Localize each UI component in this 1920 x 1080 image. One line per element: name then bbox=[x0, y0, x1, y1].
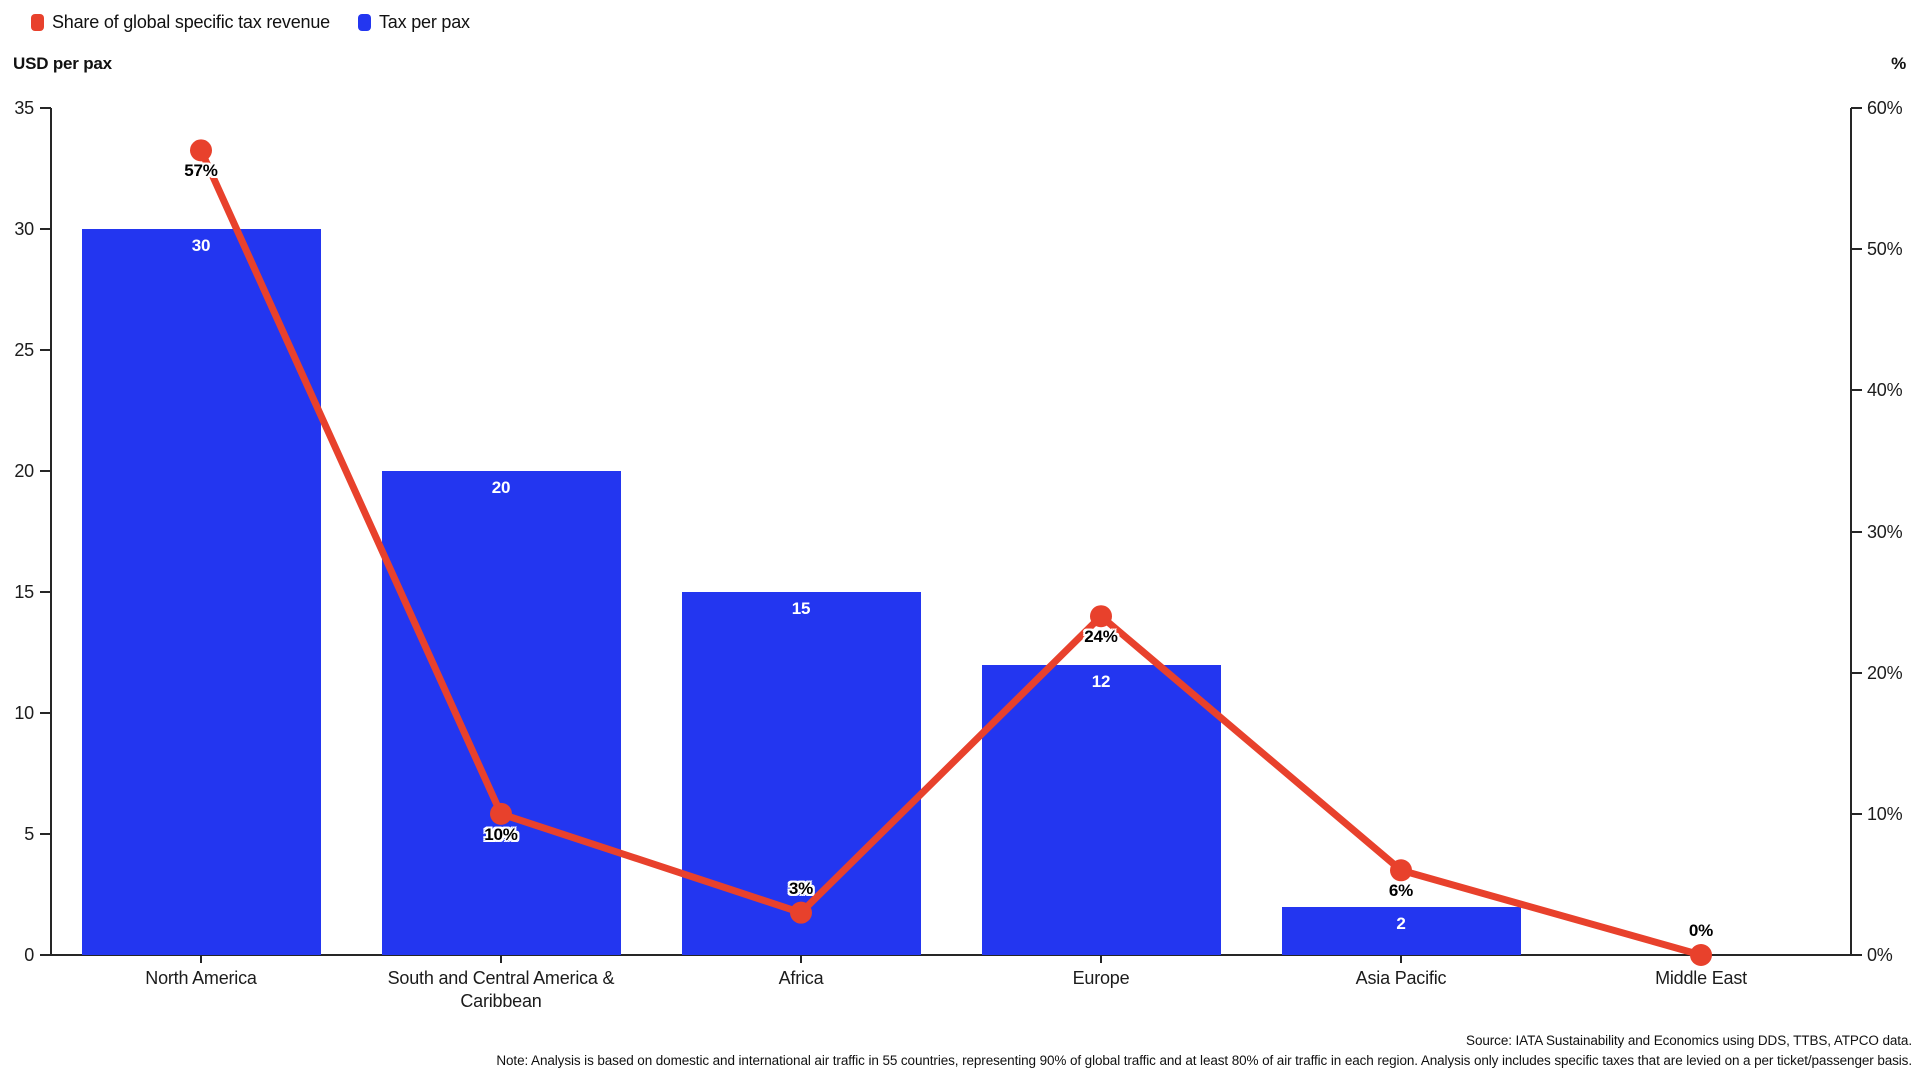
left-axis-tick-mark bbox=[40, 107, 51, 109]
category-label: Africa bbox=[778, 968, 824, 988]
line-value-label: 24% bbox=[1084, 627, 1118, 647]
right-axis-title: % bbox=[1891, 54, 1906, 73]
right-axis-tick-mark bbox=[1851, 812, 1862, 815]
line-data-point-marker bbox=[1390, 859, 1412, 882]
note-text: Note: Analysis is based on domestic and … bbox=[496, 1053, 1912, 1068]
bar-value-label: 30 bbox=[191, 236, 211, 255]
category-label: North America bbox=[145, 968, 257, 988]
x-axis-tick-mark bbox=[200, 955, 202, 963]
line-value-label: 10% bbox=[484, 824, 518, 844]
left-axis-tick-label: 0 bbox=[24, 945, 34, 965]
right-axis-tick-label: 10% bbox=[1867, 803, 1903, 824]
line-value-label: 0% bbox=[1688, 921, 1714, 940]
right-axis-tick-mark bbox=[1851, 389, 1862, 392]
x-axis-tick-mark bbox=[800, 955, 802, 963]
right-axis-tick-mark bbox=[1851, 107, 1862, 109]
left-axis-tick-mark bbox=[40, 954, 51, 956]
left-axis-tick-mark bbox=[40, 228, 51, 230]
line-series-path bbox=[197, 146, 1705, 959]
category-label: Middle East bbox=[1655, 968, 1747, 988]
left-axis-tick-label: 15 bbox=[14, 582, 34, 602]
line-value-label: 6% bbox=[1388, 881, 1414, 901]
line-data-point-marker bbox=[1090, 605, 1112, 628]
legend-item-label: Tax per pax bbox=[378, 12, 470, 32]
bar bbox=[981, 664, 1221, 955]
x-axis-tick-mark bbox=[500, 955, 502, 963]
chart-legend: Share of global specific tax revenue Tax … bbox=[31, 12, 470, 33]
bar-value-label: 20 bbox=[491, 478, 511, 497]
bar bbox=[81, 229, 321, 955]
left-axis-tick-label: 10 bbox=[14, 703, 34, 723]
left-axis-spine bbox=[50, 108, 52, 955]
bar bbox=[1281, 906, 1521, 955]
source-text: Source: IATA Sustainability and Economic… bbox=[1466, 1033, 1912, 1048]
left-axis-tick-label: 35 bbox=[14, 98, 34, 118]
line-data-point-marker bbox=[1690, 944, 1712, 966]
left-axis-tick-label: 30 bbox=[14, 219, 34, 239]
category-label: Asia Pacific bbox=[1355, 968, 1447, 988]
legend-swatch-icon bbox=[31, 14, 44, 31]
right-axis-tick-label: 40% bbox=[1867, 380, 1903, 401]
right-axis-tick-label: 20% bbox=[1867, 662, 1903, 683]
left-axis-tick-label: 5 bbox=[24, 824, 34, 844]
line-value-label: 57% bbox=[184, 161, 218, 181]
x-axis-tick-mark bbox=[1100, 955, 1102, 963]
line-data-point-marker bbox=[190, 139, 212, 162]
right-axis-tick-mark bbox=[1851, 671, 1862, 674]
line-data-point-marker bbox=[790, 901, 812, 924]
bar-value-label: 12 bbox=[1091, 671, 1111, 691]
left-axis-tick-mark bbox=[40, 833, 51, 835]
right-axis-tick-label: 50% bbox=[1867, 239, 1903, 260]
right-axis-tick-mark bbox=[1851, 530, 1862, 533]
right-axis-tick-mark bbox=[1851, 248, 1862, 251]
left-axis-tick-mark bbox=[40, 591, 51, 593]
right-axis-tick-mark bbox=[1851, 954, 1862, 956]
legend-item-share-of-global-specific-tax-revenue: Share of global specific tax revenue bbox=[31, 12, 330, 33]
right-axis-tick-label: 0% bbox=[1867, 945, 1893, 965]
left-axis-tick-mark bbox=[40, 349, 51, 351]
bar-value-label: 15 bbox=[791, 599, 811, 618]
category-label: South and Central America & Caribbean bbox=[387, 968, 615, 1011]
right-axis-tick-label: 30% bbox=[1867, 521, 1903, 542]
left-axis-tick-label: 25 bbox=[14, 340, 34, 360]
left-axis-tick-label: 20 bbox=[14, 461, 34, 481]
legend-item-label: Share of global specific tax revenue bbox=[52, 12, 330, 32]
left-axis-tick-mark bbox=[40, 712, 51, 714]
line-data-point-marker bbox=[490, 802, 512, 825]
bar bbox=[381, 471, 621, 955]
legend-swatch-icon bbox=[357, 14, 371, 31]
left-axis-title: USD per pax bbox=[13, 54, 112, 73]
right-axis-tick-label: 60% bbox=[1867, 98, 1903, 118]
line-value-label: 3% bbox=[788, 878, 814, 898]
legend-item-tax-per-pax: Tax per pax bbox=[357, 12, 470, 33]
x-axis-spine bbox=[40, 954, 1862, 956]
left-axis-tick-mark bbox=[40, 470, 51, 472]
x-axis-tick-mark bbox=[1400, 955, 1402, 963]
bar-value-label: 2 bbox=[1396, 913, 1406, 933]
category-label: Europe bbox=[1072, 968, 1130, 988]
bar bbox=[681, 592, 921, 955]
